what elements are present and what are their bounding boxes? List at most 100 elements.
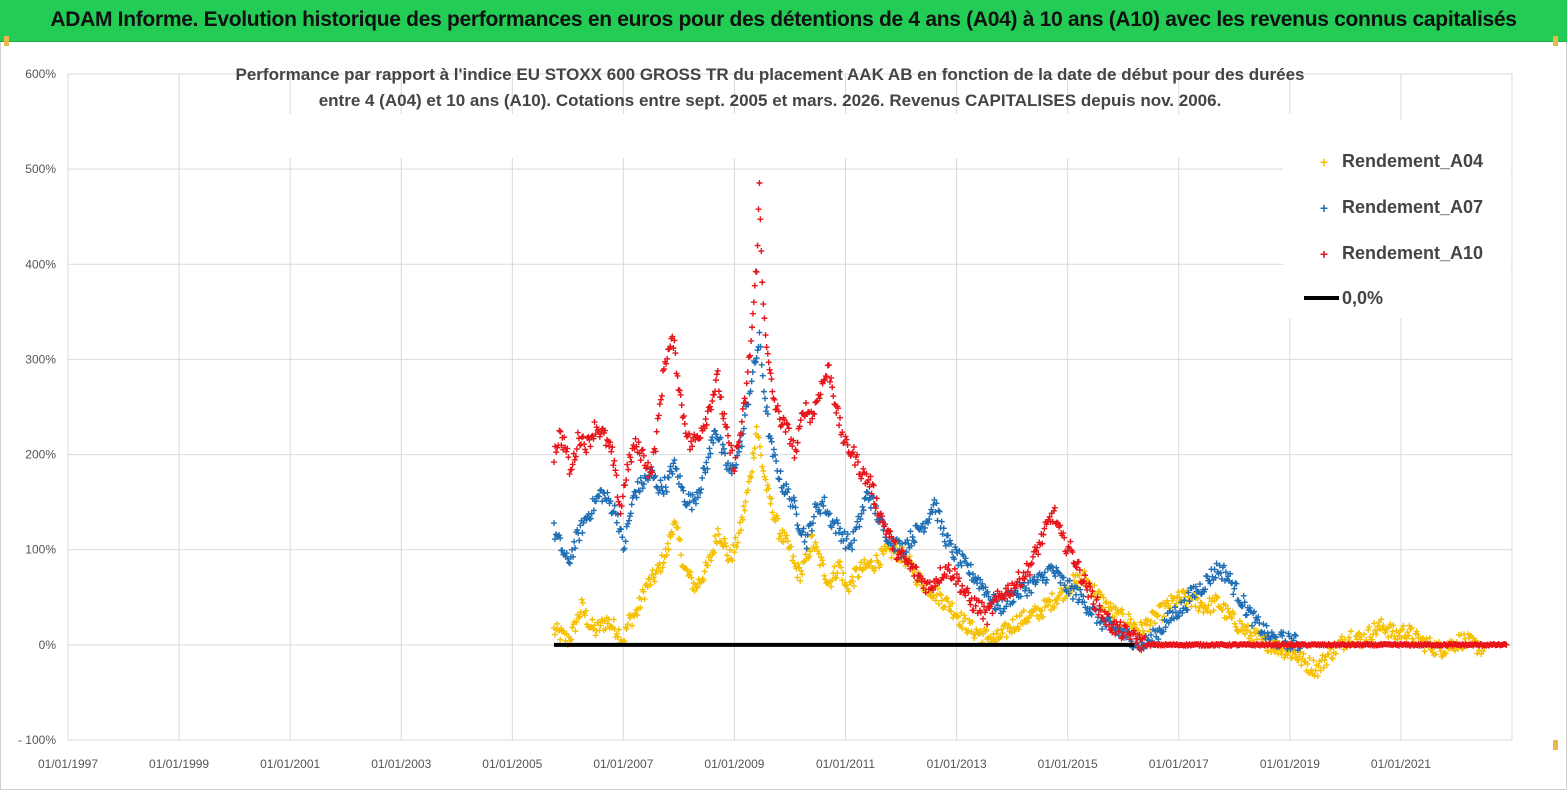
data-point xyxy=(637,474,644,481)
data-point xyxy=(1050,507,1057,514)
data-point xyxy=(792,504,799,511)
data-point xyxy=(1289,654,1296,661)
bottom-right-resize-handle[interactable] xyxy=(1553,740,1558,750)
data-point xyxy=(1028,560,1035,567)
data-point xyxy=(624,621,631,628)
data-point xyxy=(1386,624,1393,631)
data-point xyxy=(596,493,603,500)
data-point xyxy=(1207,580,1214,587)
data-point xyxy=(704,562,711,569)
data-point xyxy=(931,496,938,503)
data-point xyxy=(677,536,684,543)
x-tick-label: 01/01/2001 xyxy=(260,757,320,771)
data-point xyxy=(764,350,771,357)
data-point xyxy=(871,501,878,508)
data-point xyxy=(604,489,611,496)
data-point xyxy=(796,423,803,430)
data-point xyxy=(773,512,780,519)
data-point xyxy=(799,571,806,578)
data-point xyxy=(758,452,765,459)
data-point xyxy=(987,603,994,610)
data-point xyxy=(582,607,589,614)
data-point xyxy=(960,618,967,625)
data-point xyxy=(1060,530,1067,537)
data-point xyxy=(707,450,714,457)
chart-canvas: - 100% 0% 100% 200% 300% 400% 500% 600% 01/01/1… xyxy=(18,65,1513,771)
data-point xyxy=(587,624,594,631)
data-point xyxy=(845,588,852,595)
data-point xyxy=(1279,632,1286,639)
data-point xyxy=(956,575,963,582)
data-point xyxy=(869,494,876,501)
data-point xyxy=(877,561,884,568)
data-point xyxy=(1070,559,1077,566)
top-right-resize-handle[interactable] xyxy=(1553,36,1558,46)
data-point xyxy=(930,501,937,508)
data-point xyxy=(1040,574,1047,581)
data-point xyxy=(1263,622,1270,629)
data-point xyxy=(556,427,563,434)
data-point xyxy=(745,478,752,485)
data-point xyxy=(899,548,906,555)
data-point xyxy=(1385,634,1392,641)
data-point xyxy=(681,420,688,427)
data-point xyxy=(1423,635,1430,642)
data-point xyxy=(1155,636,1162,643)
data-point xyxy=(761,473,768,480)
data-point xyxy=(881,543,888,550)
data-point xyxy=(983,607,990,614)
data-point xyxy=(733,543,740,550)
data-point xyxy=(754,347,761,354)
data-point xyxy=(904,537,911,544)
data-point xyxy=(731,468,738,475)
data-point xyxy=(734,539,741,546)
y-tick-label: 600% xyxy=(25,67,56,81)
data-point xyxy=(655,412,662,419)
data-point xyxy=(1019,620,1026,627)
data-point xyxy=(883,531,890,538)
data-point xyxy=(749,324,756,331)
data-point xyxy=(914,577,921,584)
data-point xyxy=(721,535,728,542)
data-point xyxy=(1361,631,1368,638)
data-point xyxy=(860,465,867,472)
data-point xyxy=(1022,573,1029,580)
data-point xyxy=(611,502,618,509)
data-point xyxy=(840,440,847,447)
data-point xyxy=(994,602,1001,609)
data-point xyxy=(1231,585,1238,592)
data-point xyxy=(1278,651,1285,658)
data-point xyxy=(834,569,841,576)
data-point xyxy=(1016,612,1023,619)
data-point xyxy=(878,513,885,520)
data-point xyxy=(755,434,762,441)
data-point xyxy=(738,418,745,425)
report-title: ADAM Informe. Evolution historique des p… xyxy=(50,8,1517,31)
data-point xyxy=(790,494,797,501)
data-point xyxy=(663,488,670,495)
data-point xyxy=(907,528,914,535)
data-point xyxy=(606,443,613,450)
data-point xyxy=(749,468,756,475)
data-point xyxy=(1387,621,1394,628)
data-point xyxy=(1020,607,1027,614)
data-point xyxy=(563,448,570,455)
data-point xyxy=(794,439,801,446)
data-point xyxy=(744,487,751,494)
data-point xyxy=(712,532,719,539)
data-point xyxy=(853,451,860,458)
data-point xyxy=(1198,599,1205,606)
data-point xyxy=(818,554,825,561)
top-left-resize-handle[interactable] xyxy=(4,36,9,46)
data-point xyxy=(676,387,683,394)
data-point xyxy=(1181,597,1188,604)
data-point xyxy=(1292,651,1299,658)
data-point xyxy=(856,523,863,530)
data-point xyxy=(867,473,874,480)
data-point xyxy=(1254,616,1261,623)
data-point xyxy=(766,366,773,373)
data-point xyxy=(1076,596,1083,603)
data-point xyxy=(940,525,947,532)
data-point xyxy=(1017,593,1024,600)
data-point xyxy=(1030,577,1037,584)
